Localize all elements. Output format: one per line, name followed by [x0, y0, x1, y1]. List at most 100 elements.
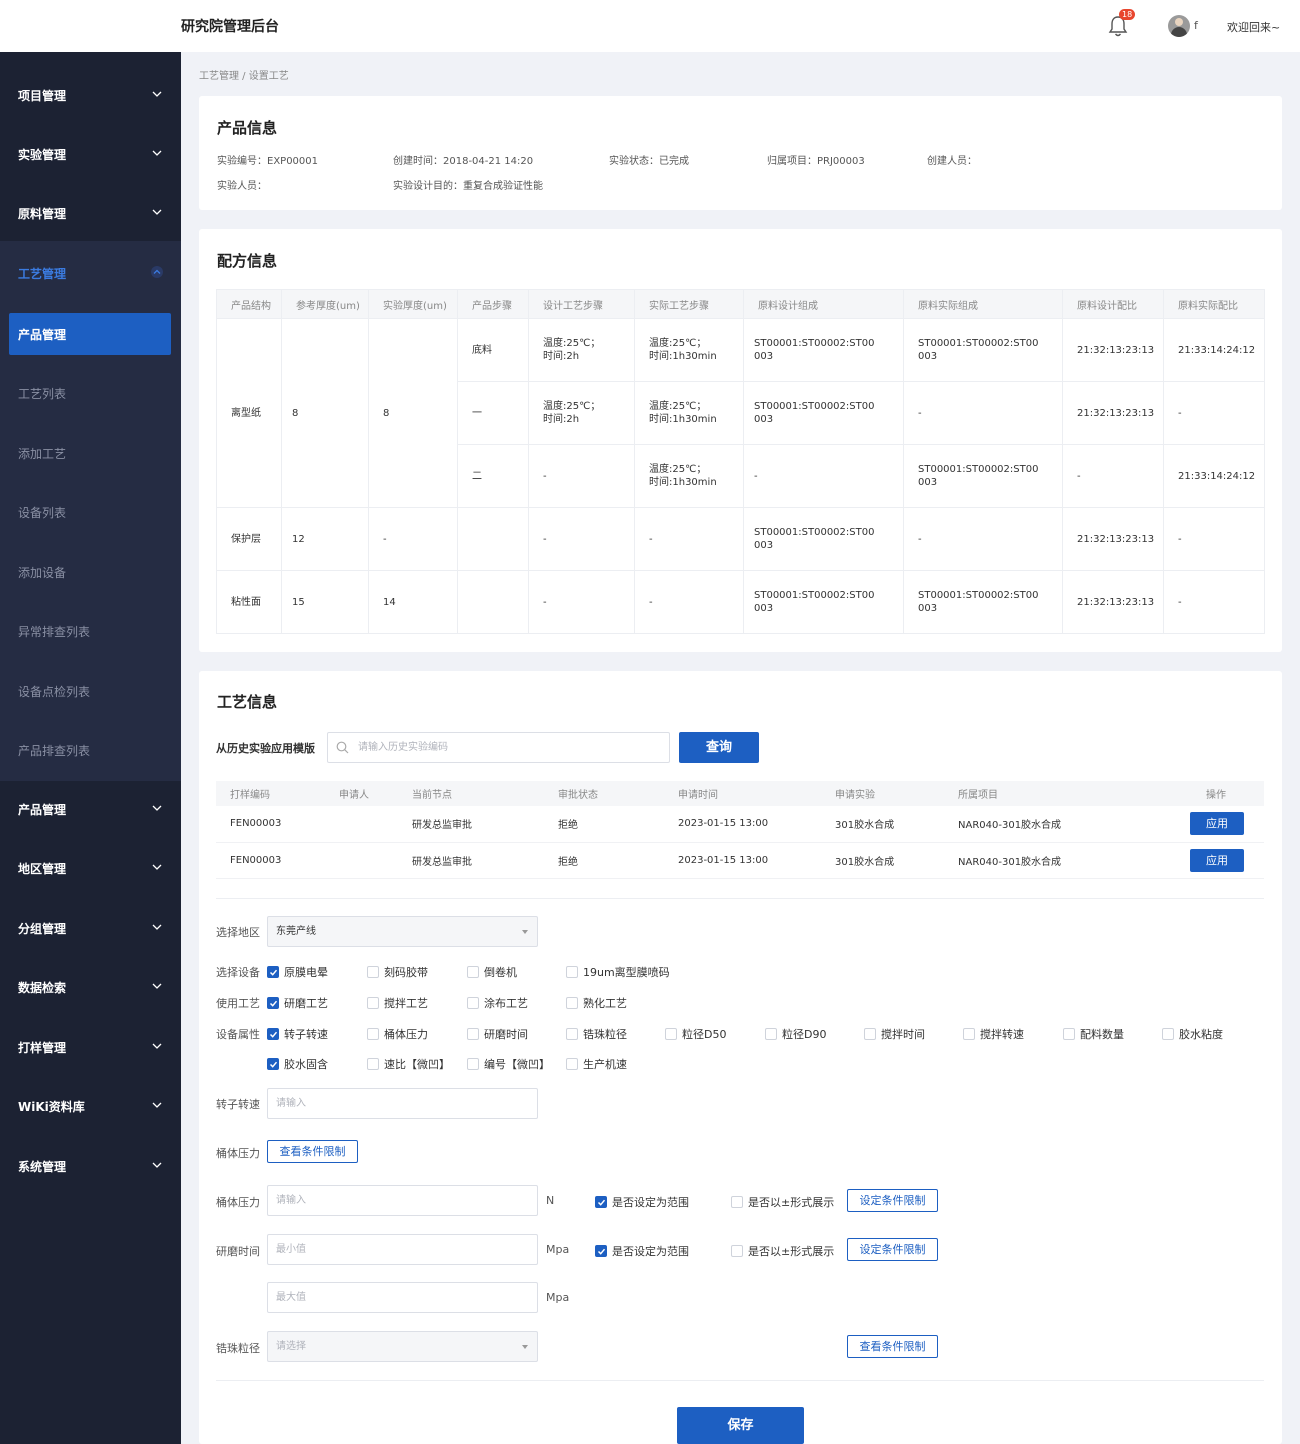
checkbox-attr[interactable]: 配料数量 [1063, 1026, 1124, 1042]
checkbox-label: 编号【微凹】 [484, 1058, 550, 1071]
view-limit-button[interactable]: 查看条件限制 [267, 1140, 358, 1163]
table-cell: - [634, 570, 744, 634]
unit-label: Mpa [546, 1291, 570, 1304]
sidebar-item-wiki[interactable]: WiKi资料库 [0, 1077, 181, 1136]
apply-button[interactable]: 应用 [1190, 812, 1244, 836]
checkbox-label: 研磨工艺 [284, 997, 328, 1010]
table-cell: 应用 [1164, 806, 1264, 843]
pressure2-label: 桶体压力 [216, 1196, 260, 1209]
table-cell: 21:33:14:24:12 [1163, 444, 1265, 508]
sidebar-item-craft[interactable]: 工艺管理 [0, 244, 181, 303]
sidebar-sub-inspection-list[interactable]: 设备点检列表 [18, 684, 91, 699]
divider [216, 898, 1264, 899]
checkbox-attr[interactable]: 速比【微凹】 [367, 1056, 450, 1072]
table-cell [325, 806, 398, 843]
sidebar-sub-equipment-list[interactable]: 设备列表 [18, 505, 67, 520]
formula-header-row: 产品结构 参考厚度(um) 实验厚度(um) 产品步骤 设计工艺步骤 实际工艺步… [216, 289, 1265, 319]
sidebar-item-product[interactable]: 产品管理 [0, 780, 181, 839]
checkbox-attr[interactable]: 桶体压力 [367, 1026, 428, 1042]
set-limit-button[interactable]: 设定条件限制 [847, 1238, 938, 1261]
checkbox-attr[interactable]: 锆珠粒径 [566, 1026, 627, 1042]
checkbox-attr[interactable]: 粒径D50 [665, 1026, 726, 1042]
pressure-input[interactable]: 请输入 [267, 1185, 538, 1216]
range-checkbox[interactable]: 是否设定为范围 [595, 1194, 689, 1210]
search-icon [336, 741, 349, 754]
checkbox-equipment[interactable]: 19um离型膜喷码 [566, 964, 670, 980]
apply-button[interactable]: 应用 [1190, 848, 1244, 872]
rotor-input[interactable]: 请输入 [267, 1088, 538, 1119]
sidebar-sub-exception-list[interactable]: 异常排查列表 [18, 624, 91, 639]
sidebar-sub-product-check[interactable]: 产品排查列表 [18, 743, 91, 758]
avatar[interactable] [1168, 15, 1190, 37]
unit-label: N [546, 1194, 555, 1207]
checkbox-craft[interactable]: 涂布工艺 [467, 995, 528, 1011]
checkbox-label: 转子转速 [284, 1028, 328, 1041]
pm-checkbox[interactable]: 是否以±形式展示 [731, 1194, 834, 1210]
sidebar-item-project[interactable]: 项目管理 [0, 66, 181, 125]
save-button[interactable]: 保存 [677, 1407, 804, 1444]
view-limit-button[interactable]: 查看条件限制 [847, 1335, 938, 1358]
region-value: 东莞产线 [276, 926, 316, 937]
sidebar-item-region[interactable]: 地区管理 [0, 839, 181, 898]
checkbox-label: 搅拌转速 [980, 1028, 1024, 1041]
checkbox-label: 粒径D90 [782, 1028, 827, 1041]
region-label: 选择地区 [216, 926, 260, 939]
table-cell: 12 [281, 507, 369, 571]
check-icon [267, 1028, 279, 1040]
sidebar-item-material[interactable]: 原料管理 [0, 184, 181, 243]
sidebar-item-system[interactable]: 系统管理 [0, 1137, 181, 1196]
set-limit-button[interactable]: 设定条件限制 [847, 1189, 938, 1212]
table-cell: 21:32:13:23:13 [1062, 570, 1164, 634]
checkbox-label: 19um离型膜喷码 [583, 966, 670, 979]
check-icon [267, 997, 279, 1009]
sidebar-sub-product[interactable]: 产品管理 [9, 313, 171, 355]
checkbox-attr[interactable]: 搅拌转速 [963, 1026, 1024, 1042]
checkbox-equipment[interactable]: 刻码胶带 [367, 964, 428, 980]
table-cell: ST00001:ST00002:ST00 003 [743, 318, 904, 382]
checkbox-craft[interactable]: 研磨工艺 [267, 995, 328, 1011]
max-input[interactable]: 最大值 [267, 1282, 538, 1313]
sidebar-item-sampling[interactable]: 打样管理 [0, 1018, 181, 1077]
checkbox-label: 桶体压力 [384, 1028, 428, 1041]
checkbox-attr[interactable]: 胶水粘度 [1162, 1026, 1223, 1042]
checkbox-equipment[interactable]: 倒卷机 [467, 964, 517, 980]
table-cell: 2023-01-15 13:00 [664, 842, 821, 879]
bead-select[interactable]: 请选择 [267, 1331, 538, 1362]
history-search-input[interactable]: 请输入历史实验编码 [327, 732, 670, 763]
formula-title: 配方信息 [217, 252, 278, 270]
sidebar-item-experiment[interactable]: 实验管理 [0, 125, 181, 184]
checkbox-attr[interactable]: 编号【微凹】 [467, 1056, 550, 1072]
query-button[interactable]: 查询 [679, 732, 759, 763]
sidebar-item-label: 产品管理 [18, 803, 67, 817]
checkbox-craft[interactable]: 搅拌工艺 [367, 995, 428, 1011]
checkbox-attr[interactable]: 生产机速 [566, 1056, 627, 1072]
info-creator: 创建人员： [927, 156, 977, 167]
checkbox-attr[interactable]: 粒径D90 [765, 1026, 826, 1042]
checkbox-attr[interactable]: 搅拌时间 [864, 1026, 925, 1042]
divider [216, 1380, 1264, 1381]
info-purpose: 实验设计目的：重复合成验证性能 [393, 181, 543, 192]
sidebar-item-group[interactable]: 分组管理 [0, 899, 181, 958]
sidebar-item-label: 项目管理 [18, 89, 67, 103]
table-cell: 14 [368, 570, 458, 634]
region-select[interactable]: 东莞产线 [267, 916, 538, 947]
pm-checkbox[interactable]: 是否以±形式展示 [731, 1243, 834, 1259]
range-checkbox[interactable]: 是否设定为范围 [595, 1243, 689, 1259]
table-cell: 21:33:14:24:12 [1163, 318, 1265, 382]
checkbox-equipment[interactable]: 原膜电晕 [267, 964, 328, 980]
sidebar-sub-add-equipment[interactable]: 添加设备 [18, 565, 67, 580]
product-info-title: 产品信息 [217, 119, 278, 137]
welcome-text[interactable]: 欢迎回来~ [1227, 21, 1281, 34]
table-cell: 301胶水合成 [821, 806, 944, 843]
checkbox-craft[interactable]: 熟化工艺 [566, 995, 627, 1011]
table-cell: 保护层 [216, 507, 282, 571]
checkbox-attr[interactable]: 转子转速 [267, 1026, 328, 1042]
min-input[interactable]: 最小值 [267, 1234, 538, 1265]
table-cell: 15 [281, 570, 369, 634]
checkbox-attr[interactable]: 胶水固含 [267, 1056, 328, 1072]
checkbox-attr[interactable]: 研磨时间 [467, 1026, 528, 1042]
sidebar-sub-add-craft[interactable]: 添加工艺 [18, 446, 67, 461]
sidebar-item-search[interactable]: 数据检索 [0, 958, 181, 1017]
info-experimenter: 实验人员： [217, 181, 267, 192]
sidebar-sub-craft-list[interactable]: 工艺列表 [18, 386, 67, 401]
